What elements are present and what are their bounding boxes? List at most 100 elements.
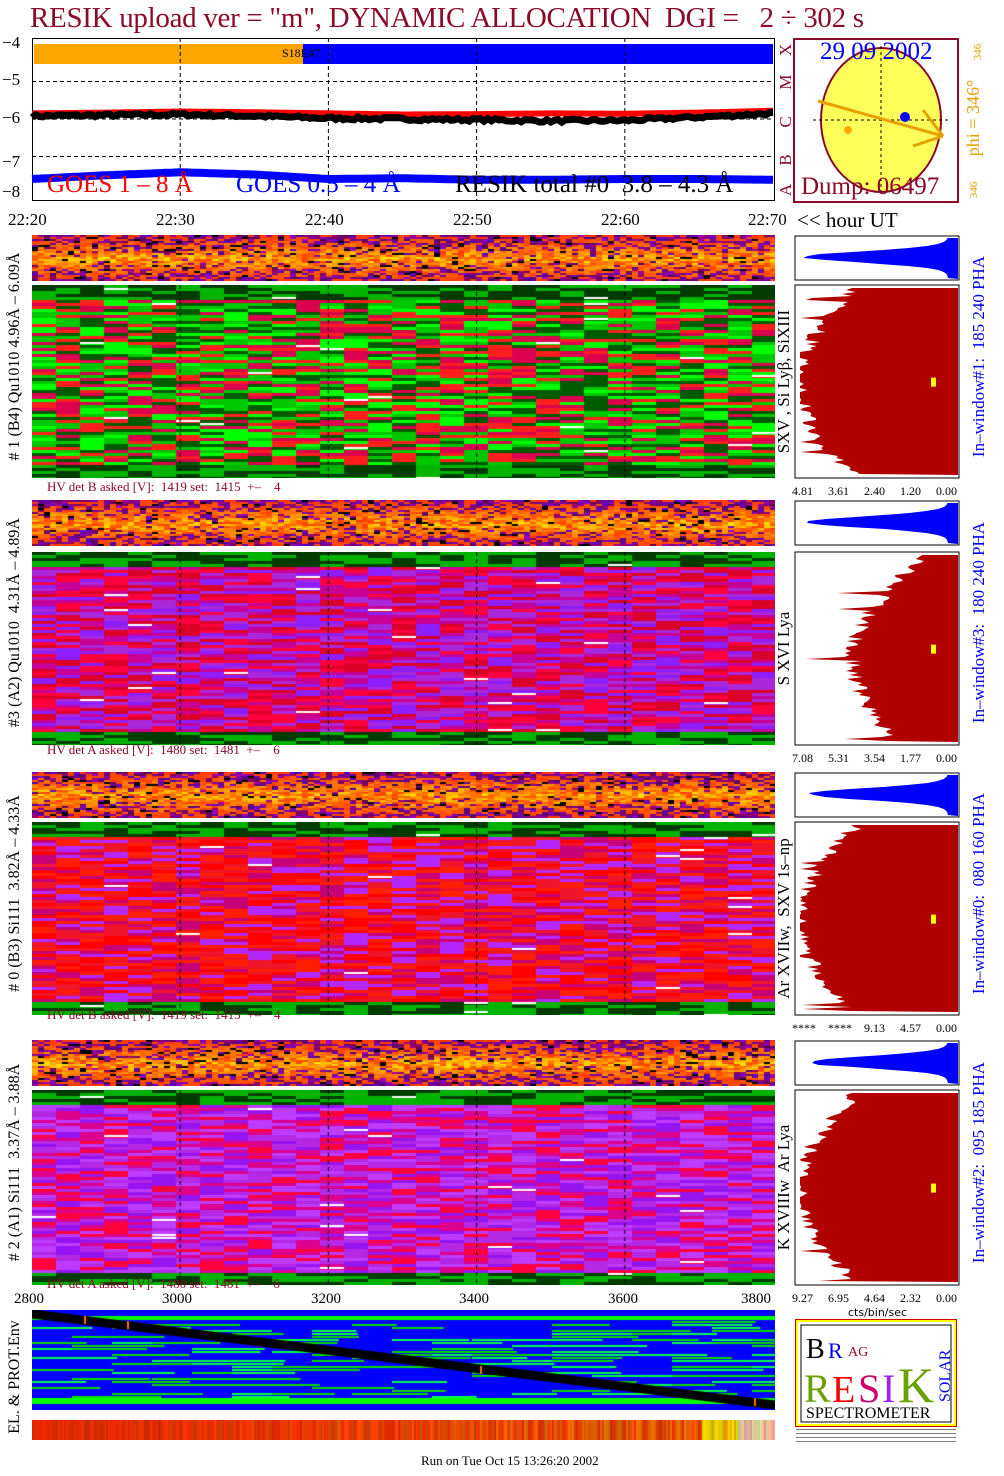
sun-frame xyxy=(793,38,959,203)
phi-small-top: 346 xyxy=(972,43,984,61)
panel-spectrum-heatmap xyxy=(32,822,775,1015)
spectrum-tick: 9.27 xyxy=(792,1291,813,1305)
panel-spectrum-heatmap xyxy=(32,285,775,478)
env-label: EL. & PROT.Env xyxy=(6,1320,23,1434)
spectrum-tick: **** xyxy=(828,1021,852,1035)
arrow-head xyxy=(912,134,944,148)
spectrum-histogram xyxy=(805,555,958,742)
time-unit-label: << hour UT xyxy=(797,208,898,232)
svg-text:E: E xyxy=(832,1369,855,1411)
detector-label: # 0 (B3) Si111 3.82Å – 4.33Å xyxy=(6,795,23,992)
spectrum-tick: 2.32 xyxy=(900,1291,921,1305)
y-tick: −5 xyxy=(2,70,21,89)
region-bar-after xyxy=(303,44,773,64)
spectral-line-label: Ar XVIIw, SXV 1s–np xyxy=(774,838,793,999)
spectral-line-label: S XVI Lya xyxy=(774,611,793,686)
svg-text:SOLAR: SOLAR xyxy=(937,1349,954,1402)
bin-tick: 3800 xyxy=(741,1291,771,1307)
satellite-dot xyxy=(844,126,852,134)
detector-label: # 1 (B4) Qu1010 4.96Å – 6.09Å xyxy=(6,252,23,461)
spectrum-histogram xyxy=(800,288,958,475)
spectrum-marker xyxy=(931,644,936,654)
logo-graphic: B R AG R E S I K SOLAR SPECTROMETER xyxy=(800,1324,954,1423)
bin-tick: 2800 xyxy=(14,1291,44,1307)
spectrum-tick: 9.13 xyxy=(864,1021,885,1035)
hv-status: HV det B asked [V]: 1419 set: 1415 +– 4 xyxy=(47,479,281,494)
hv-status: HV det B asked [V]: 1419 set: 1415 +– 4 xyxy=(47,1007,281,1022)
panel-strip-heatmap xyxy=(32,500,775,546)
active-region-dot xyxy=(900,112,910,122)
spectrum-tick: 0.00 xyxy=(936,1021,957,1035)
dump-number: Dump: 06497 xyxy=(801,173,940,200)
spectrum-tick: 1.20 xyxy=(900,484,921,498)
spectrum-marker xyxy=(931,377,936,387)
pha-and-spectrum-histograms xyxy=(794,1040,960,1286)
svg-text:S: S xyxy=(858,1366,880,1411)
svg-text:R: R xyxy=(804,1366,831,1411)
svg-text:R: R xyxy=(828,1338,843,1363)
spectrum-tick: 5.31 xyxy=(828,751,849,765)
panel-spectrum-heatmap xyxy=(32,1090,775,1285)
svg-text:B: B xyxy=(806,1334,825,1365)
panel-spectrum-heatmap xyxy=(32,552,775,745)
logo-caption: SPECTROMETER xyxy=(806,1405,931,1422)
y-tick: −4 xyxy=(2,33,21,52)
bin-tick: 3400 xyxy=(459,1291,489,1307)
spectrum-unit: cts/bin/sec xyxy=(848,1306,908,1319)
detector-label: # 2 (A1) Si111 3.37Å – 3.88Å xyxy=(6,1063,23,1262)
spectrum-tick: 6.95 xyxy=(828,1291,849,1305)
svg-text:AG: AG xyxy=(848,1345,868,1360)
spectrum-tick: 3.54 xyxy=(864,751,885,765)
rotation-axis-arrow xyxy=(817,99,944,138)
phi-small-bottom: 346 xyxy=(968,181,980,199)
spectral-line-label: SXV , Si Lyβ, SiXIII xyxy=(774,309,793,454)
time-tick: 22:20 xyxy=(8,210,47,229)
bin-tick: 3000 xyxy=(162,1291,192,1307)
pha-and-spectrum-histograms xyxy=(794,235,960,479)
resik-logo: B R AG R E S I K SOLAR SPECTROMETER xyxy=(795,1319,957,1427)
in-window-label: In–window#0: 080 160 PHA xyxy=(969,792,988,995)
detector-label: #3 (A2) Qu1010 4.31Å – 4.89Å xyxy=(6,518,23,727)
pha-and-spectrum-histograms xyxy=(794,772,960,1016)
spectrum-histogram xyxy=(800,1093,958,1282)
legend-goes-long: GOES 1 – 8 Å xyxy=(47,171,193,198)
spectrum-tick: 1.77 xyxy=(900,751,921,765)
y-tick: −8 xyxy=(2,182,21,201)
panel-strip-heatmap xyxy=(32,1040,775,1086)
spectrum-tick: 3.61 xyxy=(828,484,849,498)
electron-proton-environment-map xyxy=(32,1310,775,1410)
in-window-label: In–window#3: 180 240 PHA xyxy=(969,521,988,724)
pha-and-spectrum-histograms xyxy=(794,500,960,746)
active-region-label: S18E47 xyxy=(282,46,321,60)
legend-goes-short: GOES 0.5 – 4 Å xyxy=(236,171,401,198)
time-tick: 22:70 xyxy=(748,210,787,229)
sun-disk-svg xyxy=(813,46,951,194)
time-tick: 22:60 xyxy=(601,210,640,229)
spectrum-tick: 7.08 xyxy=(792,751,813,765)
pha-histogram xyxy=(812,1043,958,1084)
arrow-head xyxy=(921,109,945,137)
sun-date: 29 09 2002 xyxy=(820,38,933,65)
svg-text:K: K xyxy=(898,1357,934,1413)
in-window-label: In–window#1: 185 240 PHA xyxy=(969,255,988,458)
series-line-2 xyxy=(29,108,774,127)
lightcurve-svg xyxy=(29,38,775,201)
bin-tick: 3600 xyxy=(608,1291,638,1307)
panel-strip-heatmap xyxy=(32,772,775,818)
pha-histogram xyxy=(808,775,958,816)
spectrum-tick: 0.00 xyxy=(936,484,957,498)
spectral-line-label: K XVIIIw Ar Lya xyxy=(774,1124,793,1251)
region-bar-before xyxy=(34,44,303,64)
time-tick: 22:30 xyxy=(156,210,195,229)
panel-strip-heatmap xyxy=(32,235,775,281)
y-tick: −7 xyxy=(2,152,21,171)
in-window-label: In–window#2: 095 185 PHA xyxy=(969,1061,988,1264)
run-footer: Run on Tue Oct 15 13:26:20 2002 xyxy=(421,1453,599,1468)
hv-status: HV det A asked [V]: 1480 set: 1481 +– 6 xyxy=(47,1276,280,1291)
spectrum-tick: 4.81 xyxy=(792,484,813,498)
spectrum-tick: 4.57 xyxy=(900,1021,921,1035)
pha-histogram xyxy=(807,503,958,544)
phi-label: phi = 346° xyxy=(963,79,983,157)
hv-status: HV det A asked [V]: 1480 set: 1481 +– 6 xyxy=(47,742,280,757)
spectrum-marker xyxy=(931,1183,936,1193)
